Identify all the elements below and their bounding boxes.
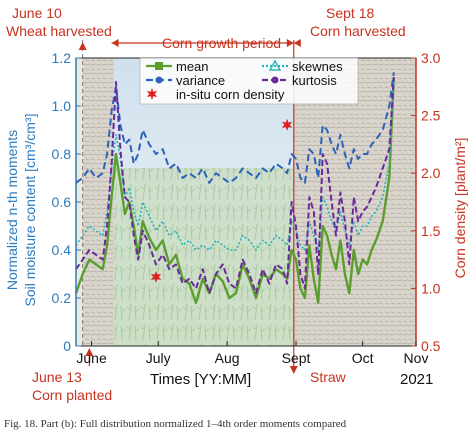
sept18-date-label: Sept 18 [326,5,374,21]
wheat-field-region [82,58,114,346]
x-tick-label: Nov [404,350,429,366]
legend-label-kurtosis: kurtosis [292,73,337,88]
june10-arrow [78,42,87,50]
june10-event-label: Wheat harvested [6,23,112,39]
y-right-tick-label: 0.5 [421,338,441,354]
y-left-tick-label: 0.4 [52,242,72,258]
straw-label: Straw [310,369,347,385]
corn-period-arrow-left [111,39,119,47]
sept18-event-label: Corn harvested [310,23,406,39]
y-right-tick-label: 2.5 [421,108,441,124]
y-axis-right-label: Corn density [plant/m²] [452,138,468,279]
june13-event-label: Corn planted [32,387,112,403]
sept18-arrow-right [293,39,301,47]
corn-growth-period-label: Corn growth period [162,35,281,51]
y-left-tick-label: 0.8 [52,146,72,162]
x-axis-label: Times [YY:MM] [150,371,251,388]
legend-label-density: in-situ corn density [176,87,285,102]
figure-caption: Fig. 18. Part (b): Full distribution nor… [4,418,347,430]
legend-label-variance: variance [176,73,225,88]
legend-label-skewnes: skewnes [292,59,343,74]
y-right-tick-label: 1.0 [421,280,441,296]
legend-label-mean: mean [176,59,209,74]
density-layer [150,118,293,283]
plot-background [76,58,416,346]
corn-period-arrow-right [286,39,294,47]
y-right-tick-label: 2.0 [421,165,441,181]
y-left-tick-label: 1.0 [52,98,72,114]
axes: 0 0.2 0.4 0.6 0.8 1.0 1.2 0.5 1.0 1.5 2.0 2.5 3.0 Jun… [52,50,441,366]
y-left-tick-label: 0.2 [52,290,72,306]
legend-marker-mean [155,62,163,70]
legend-box [139,57,359,105]
density-point-0 [150,270,162,283]
annotation-lines [78,39,301,374]
june10-date-label: June 10 [12,5,62,21]
june13-date-label: June 13 [32,369,82,385]
legend-marker-variance [155,76,163,84]
y-left-tick-label: 0 [63,338,71,354]
y-axis-left-label-1: Normalized n-th moments [4,130,20,290]
x-tick-label: June [76,350,107,366]
x-tick-label: Sept [282,350,311,366]
legend-marker-density [146,88,158,100]
x-tick-label: July [146,350,171,366]
year-label: 2021 [400,371,433,388]
y-right-tick-label: 3.0 [421,50,441,66]
density-point-1 [281,118,293,131]
june13-arrow [85,348,94,356]
y-left-tick-label: 1.2 [52,50,72,66]
legend-marker-kurtosis [271,76,279,84]
y-axis-left-label-2: Soil moisture content [cm³/cm³] [22,114,38,307]
x-tick-label: Oct [352,350,374,366]
straw-arrow [289,366,298,374]
series-line-kurtosis [75,77,395,295]
legend-marker-skewnes [268,59,282,71]
series-layer [74,72,395,304]
y-right-tick-label: 1.5 [421,223,441,239]
y-left-tick-label: 0.6 [52,194,72,210]
x-tick-label: Aug [215,350,240,366]
series-line-mean [74,77,395,304]
series-line-variance [75,72,395,184]
